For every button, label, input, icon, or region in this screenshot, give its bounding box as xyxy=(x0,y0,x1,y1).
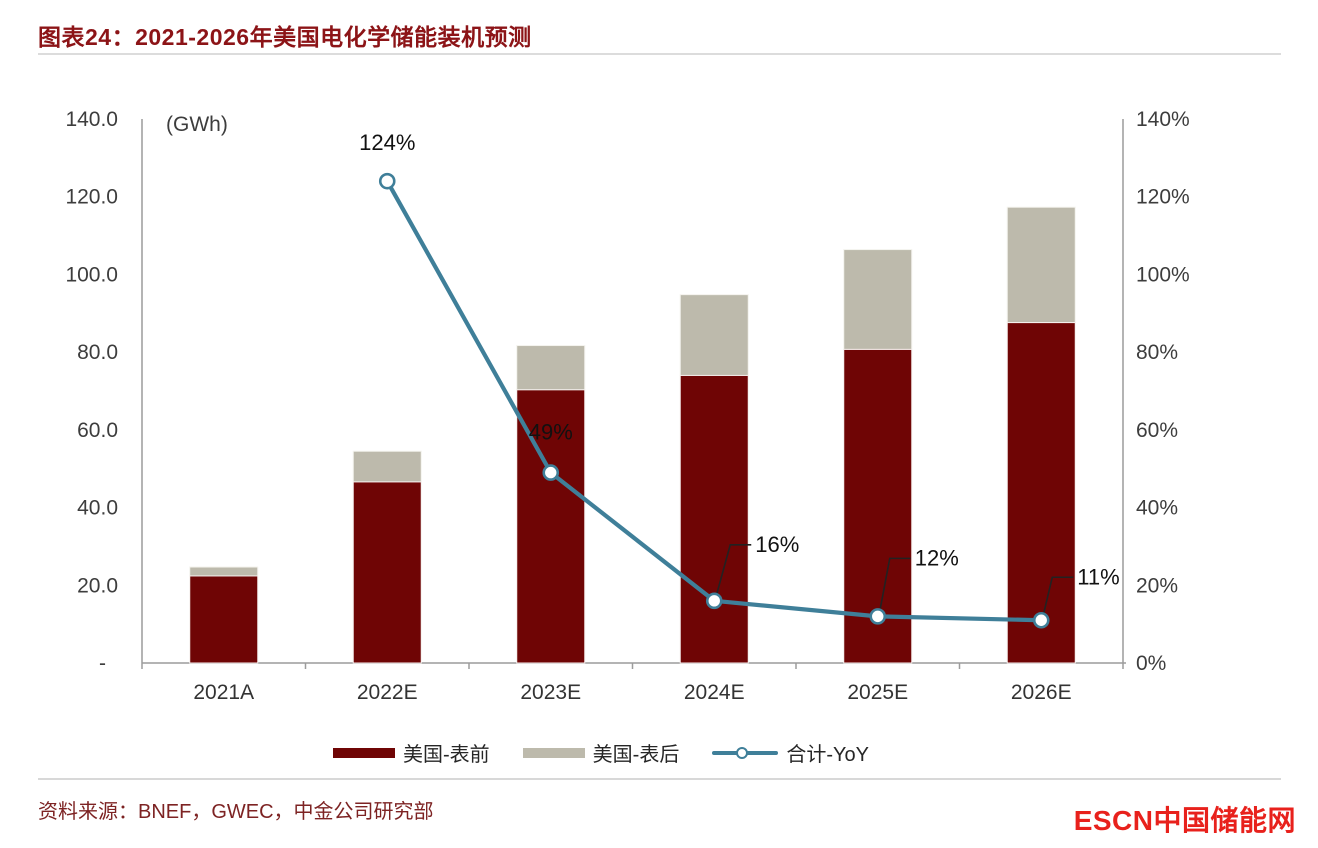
legend-label-yoy: 合计-YoY xyxy=(786,744,869,766)
x-axis-category-label: 2023E xyxy=(520,681,581,704)
legend-swatch-yoy-line xyxy=(712,746,779,760)
bar-segment-front xyxy=(352,481,422,664)
bar-segment-front xyxy=(189,575,259,664)
yoy-line-marker xyxy=(705,592,723,610)
chart-legend: 美国-表前 美国-表后 合计-YoY xyxy=(333,738,902,767)
left-axis-tick-label: 140.0 xyxy=(65,108,118,131)
yoy-line-marker xyxy=(542,464,560,481)
left-axis-tick-label: 120.0 xyxy=(65,186,118,209)
legend-item-front: 美国-表前 xyxy=(333,738,490,767)
yoy-line-marker xyxy=(869,608,887,625)
legend-line-marker-icon xyxy=(736,746,749,759)
yoy-data-label: 16% xyxy=(755,532,799,557)
legend-item-behind: 美国-表后 xyxy=(522,738,680,767)
bar-segment-behind xyxy=(516,345,586,391)
bar-segment-behind xyxy=(1006,206,1076,324)
x-axis-category-label: 2024E xyxy=(684,681,745,704)
right-axis-tick-label: 100% xyxy=(1136,263,1190,286)
yoy-data-label: 124% xyxy=(359,130,415,155)
left-axis-tick-label: 80.0 xyxy=(77,341,118,364)
legend-label-behind: 美国-表后 xyxy=(592,744,680,766)
data-label-leader-line xyxy=(715,544,752,597)
combo-chart: 140.0 120.0 100.0 80.0 60.0 40.0 20.0 - 140% 120%… xyxy=(65,108,1190,704)
right-axis-tick-label: 0% xyxy=(1136,652,1166,675)
yoy-line-marker xyxy=(1032,611,1050,629)
legend-label-front: 美国-表前 xyxy=(403,744,490,766)
x-axis-category-label: 2025E xyxy=(847,681,908,704)
left-axis-tick-label: 40.0 xyxy=(77,497,118,520)
left-axis-tick-label: - xyxy=(99,652,106,675)
yoy-data-label: 12% xyxy=(915,545,959,570)
right-axis-tick-label: 80% xyxy=(1136,341,1178,364)
right-axis-tick-label: 120% xyxy=(1136,186,1190,209)
left-axis-tick-label: 100.0 xyxy=(65,263,118,286)
right-axis-tick-label: 40% xyxy=(1136,497,1178,520)
yoy-data-label: 49% xyxy=(529,420,573,445)
data-label-leader-line xyxy=(878,557,911,612)
yoy-line-marker xyxy=(378,172,396,190)
left-axis-unit-label: (GWh) xyxy=(166,113,228,136)
yoy-data-label: 11% xyxy=(1077,564,1119,589)
legend-swatch-behind xyxy=(522,747,585,758)
bar-segment-front xyxy=(679,374,749,664)
x-axis-category-label: 2022E xyxy=(357,681,418,704)
right-axis-tick-label: 60% xyxy=(1136,419,1178,442)
left-axis-tick-label: 20.0 xyxy=(77,574,118,597)
bar-segment-behind xyxy=(189,566,259,577)
x-axis-category-label: 2026E xyxy=(1011,681,1072,704)
bar-segment-behind xyxy=(352,450,422,483)
legend-item-yoy: 合计-YoY xyxy=(712,738,869,767)
right-axis-tick-label: 140% xyxy=(1136,108,1190,131)
legend-swatch-front xyxy=(333,747,395,758)
source-note: 资料来源：BNEF，GWEC，中金公司研究部 xyxy=(38,801,434,823)
chart-title: 图表24：2021-2026年美国电化学储能装机预测 xyxy=(38,24,532,50)
x-axis-category-label: 2021A xyxy=(193,681,254,704)
right-axis-tick-label: 20% xyxy=(1136,574,1178,597)
footer-divider xyxy=(38,778,1281,780)
bar-segment-behind xyxy=(843,249,913,350)
brand-logo: ESCN中国储能网 xyxy=(1073,805,1296,836)
title-divider xyxy=(38,53,1281,55)
bar-segment-behind xyxy=(679,294,749,376)
bar-segment-front xyxy=(1006,322,1076,664)
left-axis-tick-label: 60.0 xyxy=(77,419,118,442)
data-label-leader-line xyxy=(1042,576,1074,616)
